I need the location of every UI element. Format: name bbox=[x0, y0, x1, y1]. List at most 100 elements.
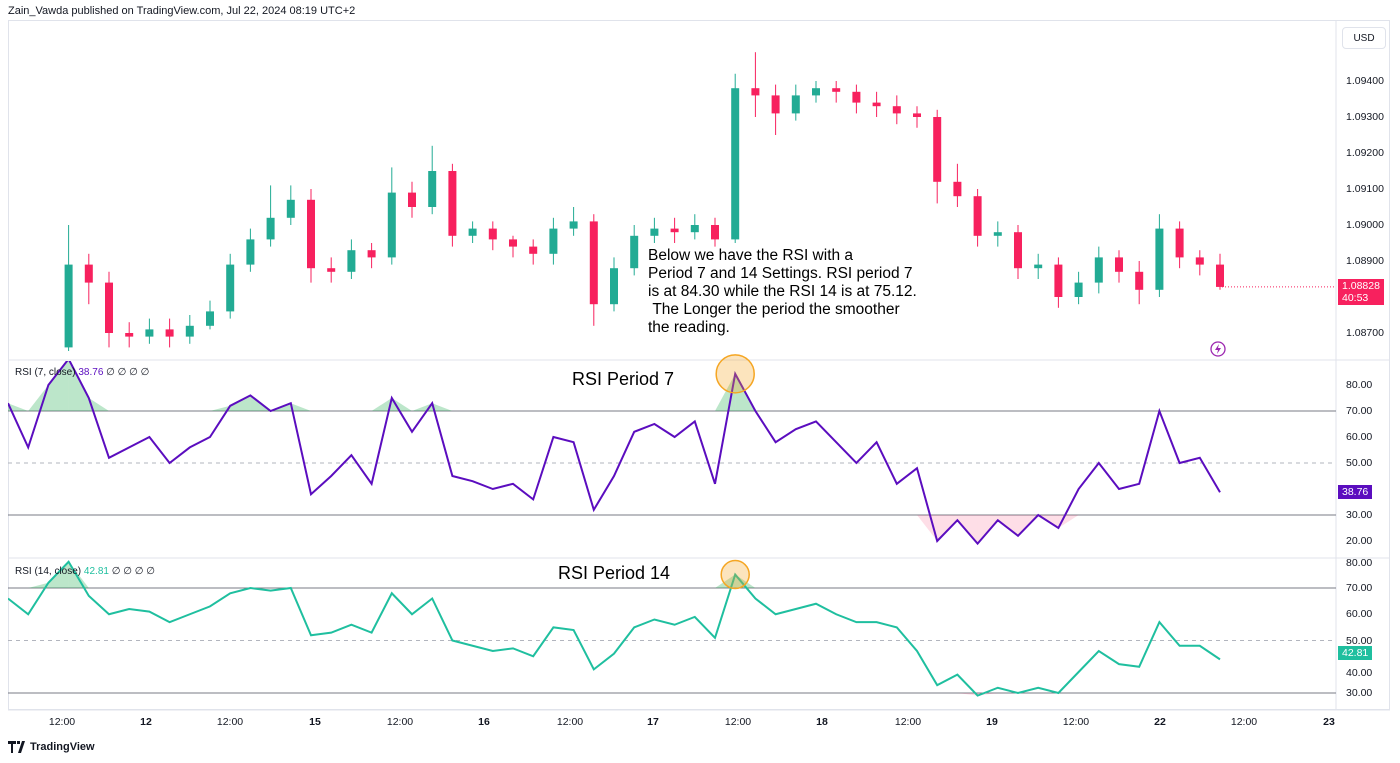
candle-body bbox=[1074, 282, 1083, 297]
candle-body bbox=[1175, 228, 1184, 258]
candle-body bbox=[64, 264, 73, 348]
candle-body bbox=[1034, 264, 1043, 269]
tradingview-logo[interactable]: TradingView bbox=[8, 741, 95, 753]
bar-countdown: 40:53 bbox=[1342, 292, 1369, 304]
candle-body bbox=[105, 282, 113, 333]
candle-body bbox=[751, 88, 760, 96]
time-tick: 15 bbox=[309, 716, 321, 728]
time-tick: 17 bbox=[647, 716, 659, 728]
rsi-series-group bbox=[8, 361, 1221, 546]
rsi-tick: 80.00 bbox=[1346, 557, 1373, 570]
rsi-tick: 70.00 bbox=[1346, 582, 1373, 594]
lightning-icon-bolt bbox=[1215, 344, 1221, 354]
candle-body bbox=[246, 239, 255, 265]
rsi-tick: 50.00 bbox=[1346, 634, 1373, 647]
candle-body bbox=[387, 192, 396, 258]
candle-body bbox=[428, 171, 437, 207]
highlight-circle bbox=[720, 559, 750, 590]
annotation-text: Below we have the RSI with a Period 7 an… bbox=[648, 247, 917, 336]
last-price-badge: 1.08828 40:53 bbox=[1338, 279, 1384, 305]
rsi-tick: 30.00 bbox=[1346, 509, 1373, 521]
rsi14-value-badge: 42.81 bbox=[1338, 646, 1373, 660]
rsi-tick: 80.00 bbox=[1346, 379, 1373, 391]
overbought-fill bbox=[371, 398, 392, 411]
oversold-fill bbox=[957, 693, 978, 696]
candle-body bbox=[1014, 232, 1022, 269]
rsi7-legend[interactable]: RSI (7, close) 38.76 ∅ ∅ ∅ ∅ bbox=[15, 367, 149, 378]
rsi-tick: 60.00 bbox=[1346, 608, 1373, 621]
candle-body bbox=[367, 250, 376, 258]
time-tick: 12:00 bbox=[1062, 716, 1090, 728]
candle-body bbox=[347, 250, 356, 272]
rsi7-legend-name: RSI (7, close) bbox=[15, 367, 76, 378]
candle-body bbox=[327, 268, 336, 272]
candle-body bbox=[993, 232, 1002, 236]
rsi-tick: 60.00 bbox=[1346, 431, 1373, 443]
time-tick: 12:00 bbox=[216, 716, 244, 728]
price-tick: 1.09000 bbox=[1346, 219, 1384, 231]
rsi-tick: 40.00 bbox=[1346, 666, 1373, 679]
candle-body bbox=[1135, 271, 1144, 290]
overbought-fill bbox=[432, 403, 453, 411]
overbought-fill bbox=[230, 395, 251, 411]
candle-body bbox=[1094, 257, 1103, 283]
time-tick: 16 bbox=[478, 716, 490, 728]
candle-body bbox=[165, 329, 174, 337]
rsi14-legend-extras: ∅ ∅ ∅ ∅ bbox=[111, 566, 155, 577]
publish-info: Zain_Vawda published on TradingView.com,… bbox=[8, 5, 356, 17]
highlight-circle bbox=[715, 354, 755, 394]
candle-body bbox=[832, 88, 841, 92]
lightning-icon bbox=[1210, 341, 1226, 357]
candle-body bbox=[145, 329, 154, 337]
candle-body bbox=[125, 333, 134, 337]
tradingview-logo-icon bbox=[8, 741, 25, 753]
candle-body bbox=[589, 221, 598, 305]
price-tick: 1.08900 bbox=[1346, 255, 1384, 267]
price-tick: 1.09200 bbox=[1346, 147, 1384, 159]
rsi14-legend[interactable]: RSI (14, close) 42.81 ∅ ∅ ∅ ∅ bbox=[15, 566, 155, 577]
candle-body bbox=[286, 199, 295, 218]
candle-body bbox=[529, 246, 538, 254]
overbought-fill bbox=[8, 403, 29, 411]
candle-body bbox=[610, 268, 618, 305]
candle-body bbox=[892, 106, 901, 114]
candle-body bbox=[509, 239, 517, 247]
overbought-fill bbox=[68, 361, 89, 411]
time-tick: 12:00 bbox=[1230, 716, 1258, 728]
candle-body bbox=[488, 228, 497, 240]
rsi-series-group bbox=[8, 560, 1221, 697]
candle-body bbox=[933, 117, 942, 182]
tradingview-brand: TradingView bbox=[30, 741, 95, 753]
candle-body bbox=[226, 264, 235, 312]
candle-body bbox=[852, 91, 861, 103]
overbought-fill bbox=[28, 582, 49, 588]
rsi14-title: RSI Period 14 bbox=[558, 563, 671, 583]
time-tick: 18 bbox=[816, 716, 828, 728]
candle-body bbox=[84, 264, 93, 283]
candle-body bbox=[1155, 228, 1164, 290]
overbought-fill bbox=[715, 574, 736, 588]
rsi7-legend-extras: ∅ ∅ ∅ ∅ bbox=[106, 367, 150, 378]
time-tick: 12:00 bbox=[48, 716, 76, 728]
candle-body bbox=[731, 88, 740, 240]
candle-body bbox=[1115, 257, 1123, 272]
currency-button[interactable]: USD bbox=[1342, 27, 1386, 49]
candle-body bbox=[206, 311, 214, 326]
price-tick: 1.09300 bbox=[1346, 111, 1384, 123]
candle-body bbox=[872, 102, 881, 107]
time-tick: 23 bbox=[1323, 716, 1335, 728]
time-tick: 12:00 bbox=[724, 716, 752, 728]
rsi7-value-badge: 38.76 bbox=[1338, 485, 1373, 499]
candle-body bbox=[913, 113, 921, 117]
oversold-fill bbox=[997, 515, 1018, 536]
candle-body bbox=[791, 95, 800, 114]
price-tick: 1.08700 bbox=[1346, 327, 1384, 339]
overbought-fill bbox=[28, 385, 49, 411]
rsi14-legend-name: RSI (14, close) bbox=[15, 566, 82, 577]
candle-body bbox=[1216, 264, 1224, 287]
time-tick: 19 bbox=[986, 716, 998, 728]
candle-body bbox=[1054, 264, 1063, 297]
candle-body bbox=[630, 235, 639, 269]
candle-body bbox=[650, 228, 659, 236]
